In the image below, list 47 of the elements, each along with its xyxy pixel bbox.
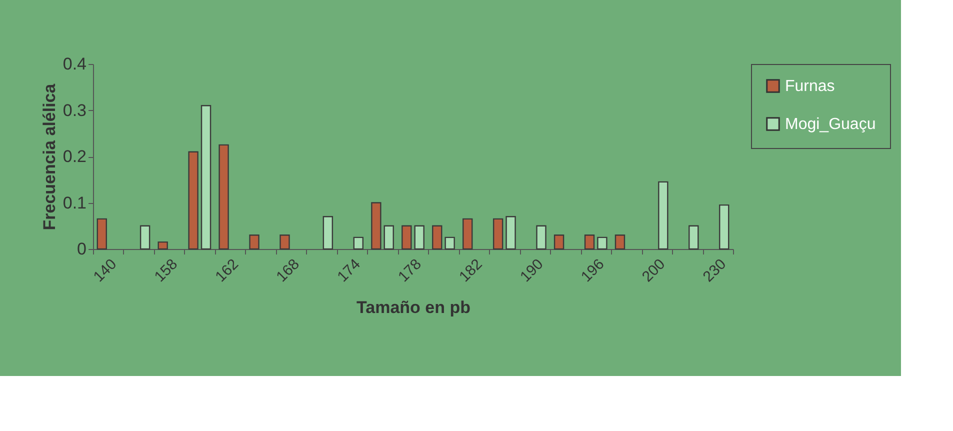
bar bbox=[402, 225, 412, 250]
legend-label: Furnas bbox=[785, 78, 835, 95]
bar bbox=[384, 225, 394, 250]
bar bbox=[371, 202, 382, 250]
bar bbox=[432, 225, 442, 250]
bar bbox=[96, 218, 107, 250]
x-tick-label: 230 bbox=[700, 256, 730, 286]
x-tick-label: 162 bbox=[212, 256, 242, 286]
bar bbox=[353, 236, 364, 250]
x-tick-label: 140 bbox=[90, 256, 120, 286]
y-axis-title: Frecuencia alélica bbox=[40, 83, 59, 230]
bar bbox=[554, 234, 564, 250]
bar bbox=[414, 225, 424, 250]
bar bbox=[140, 225, 150, 250]
bar bbox=[462, 218, 473, 250]
x-axis-title: Tamaño en pb bbox=[356, 298, 470, 317]
x-tick-label: 168 bbox=[273, 256, 303, 286]
bar bbox=[536, 225, 546, 250]
bar bbox=[444, 236, 455, 250]
x-tick-label: 190 bbox=[517, 256, 547, 286]
bar bbox=[584, 234, 595, 250]
y-tick-label: 0 bbox=[77, 240, 86, 258]
y-tick-label: 0.1 bbox=[62, 193, 86, 212]
bar bbox=[188, 151, 198, 250]
bar bbox=[506, 216, 516, 250]
x-tick-label: 196 bbox=[578, 256, 608, 286]
bar bbox=[158, 241, 168, 250]
x-tick-label: 158 bbox=[151, 256, 182, 286]
bar bbox=[597, 236, 608, 250]
legend-label: Mogi_Guaçu bbox=[785, 116, 876, 133]
bar bbox=[492, 218, 504, 250]
y-tick-label: 0.4 bbox=[62, 54, 86, 74]
y-tick-label: 0.2 bbox=[62, 147, 86, 166]
bar bbox=[200, 105, 212, 250]
y-tick-label: 0.3 bbox=[62, 100, 86, 120]
x-tick-label: 174 bbox=[334, 256, 364, 286]
x-tick-label: 178 bbox=[395, 256, 425, 286]
bar bbox=[688, 225, 699, 250]
bar bbox=[218, 144, 229, 250]
bar bbox=[658, 181, 668, 250]
bar bbox=[249, 234, 260, 250]
x-tick-label: 200 bbox=[638, 256, 669, 286]
bar bbox=[322, 216, 334, 250]
bar bbox=[719, 204, 730, 250]
bar bbox=[280, 234, 290, 250]
x-tick-label: 182 bbox=[456, 256, 486, 286]
bar bbox=[614, 234, 626, 250]
